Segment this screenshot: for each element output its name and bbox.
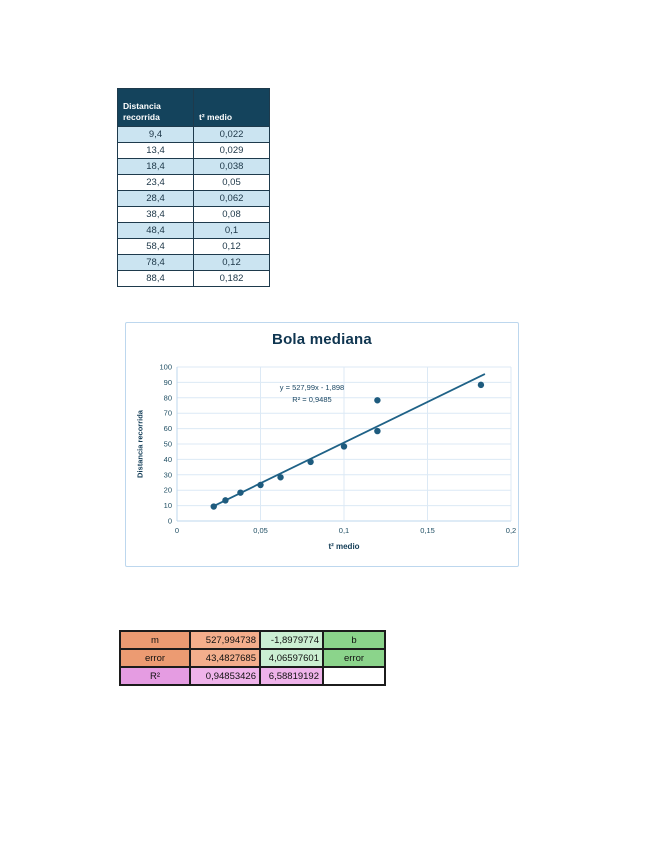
table-row: 9,4 0,022: [117, 126, 270, 143]
svg-text:30: 30: [164, 470, 172, 479]
svg-text:0: 0: [168, 517, 172, 526]
svg-text:20: 20: [164, 486, 172, 495]
scatter-plot: 0 10 20 30 40 50 60 70 80 90 100 0 0,05 0,1 0,15 0,2: [159, 363, 516, 536]
stats-cell-b-error-value: 4,06597601: [259, 648, 324, 668]
stats-cell-m-error-label: error: [119, 648, 191, 668]
svg-text:0: 0: [175, 526, 179, 535]
table-cell: 0,12: [193, 238, 270, 255]
table-row: 28,4 0,062: [117, 190, 270, 207]
svg-text:0,2: 0,2: [506, 526, 516, 535]
table-cell: 88,4: [117, 270, 194, 287]
table-row: 38,4 0,08: [117, 206, 270, 223]
table-cell: 28,4: [117, 190, 194, 207]
svg-text:70: 70: [164, 409, 172, 418]
stats-cell-r2-label: R²: [119, 666, 191, 686]
table-cell: 0,182: [193, 270, 270, 287]
table-cell: 0,022: [193, 126, 270, 143]
svg-text:90: 90: [164, 378, 172, 387]
table-cell: 13,4: [117, 142, 194, 159]
data-table: Distancia recorrida t² medio 9,4 0,022 1…: [117, 88, 270, 287]
svg-text:0,05: 0,05: [253, 526, 268, 535]
svg-text:80: 80: [164, 393, 172, 402]
svg-text:100: 100: [159, 363, 172, 372]
data-table-header-t2medio: t² medio: [193, 88, 270, 127]
table-row: 78,4 0,12: [117, 254, 270, 271]
table-cell: 9,4: [117, 126, 194, 143]
chart-title: Bola mediana: [272, 331, 372, 348]
table-cell: 0,062: [193, 190, 270, 207]
table-row: 48,4 0,1: [117, 222, 270, 239]
stats-cell-m-value: 527,994738: [189, 630, 261, 650]
x-axis-title: t² medio: [328, 542, 360, 551]
svg-text:0,15: 0,15: [420, 526, 435, 535]
stats-cell-b-label: b: [322, 630, 386, 650]
stats-row: error 43,4827685 4,06597601 error: [119, 648, 386, 668]
table-cell: 0,029: [193, 142, 270, 159]
svg-text:0,1: 0,1: [339, 526, 349, 535]
stats-row: R² 0,94853426 6,58819192: [119, 666, 386, 686]
trendline-equation-line: y = 527,99x - 1,898: [279, 383, 345, 392]
table-cell: 0,05: [193, 174, 270, 191]
table-cell: 0,038: [193, 158, 270, 175]
table-row: 58,4 0,12: [117, 238, 270, 255]
stats-cell-b-value: -1,8979774: [259, 630, 324, 650]
trendline-equation: y = 527,99x - 1,898 R² = 0,9485: [236, 382, 388, 406]
table-row: 88,4 0,182: [117, 270, 270, 287]
svg-text:60: 60: [164, 424, 172, 433]
table-cell: 18,4: [117, 158, 194, 175]
svg-text:40: 40: [164, 455, 172, 464]
stats-cell-sey-value: 6,58819192: [259, 666, 324, 686]
chart-container: Bola mediana 0 10 20 30 40 50 60 70 80 90 100 0 0,05…: [125, 322, 519, 567]
table-cell: 0,12: [193, 254, 270, 271]
stats-cell-b-error-label: error: [322, 648, 386, 668]
stats-row: m 527,994738 -1,8979774 b: [119, 630, 386, 650]
stats-cell-empty: [322, 666, 386, 686]
data-table-header-distancia: Distancia recorrida: [117, 88, 194, 127]
stats-table: m 527,994738 -1,8979774 b error 43,48276…: [119, 630, 386, 686]
table-cell: 0,08: [193, 206, 270, 223]
data-table-header-row: Distancia recorrida t² medio: [117, 88, 270, 127]
table-cell: 23,4: [117, 174, 194, 191]
stats-cell-r2-value: 0,94853426: [189, 666, 261, 686]
table-cell: 38,4: [117, 206, 194, 223]
table-cell: 78,4: [117, 254, 194, 271]
table-row: 18,4 0,038: [117, 158, 270, 175]
svg-text:50: 50: [164, 440, 172, 449]
table-cell: 48,4: [117, 222, 194, 239]
trendline-r2: R² = 0,9485: [292, 395, 332, 404]
table-row: 13,4 0,029: [117, 142, 270, 159]
table-row: 23,4 0,05: [117, 174, 270, 191]
svg-text:10: 10: [164, 501, 172, 510]
stats-cell-m-label: m: [119, 630, 191, 650]
stats-cell-m-error-value: 43,4827685: [189, 648, 261, 668]
y-axis-title: Distancia recorrida: [135, 410, 145, 478]
table-cell: 0,1: [193, 222, 270, 239]
table-cell: 58,4: [117, 238, 194, 255]
